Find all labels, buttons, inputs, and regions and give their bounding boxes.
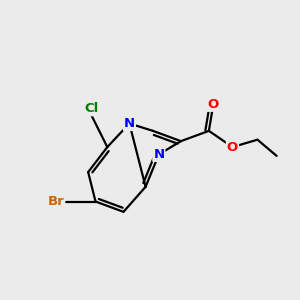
Text: N: N	[153, 148, 164, 161]
Text: O: O	[208, 98, 219, 111]
Text: N: N	[124, 117, 135, 130]
Text: Cl: Cl	[84, 102, 98, 115]
Text: O: O	[227, 141, 238, 154]
Text: Br: Br	[47, 195, 64, 208]
